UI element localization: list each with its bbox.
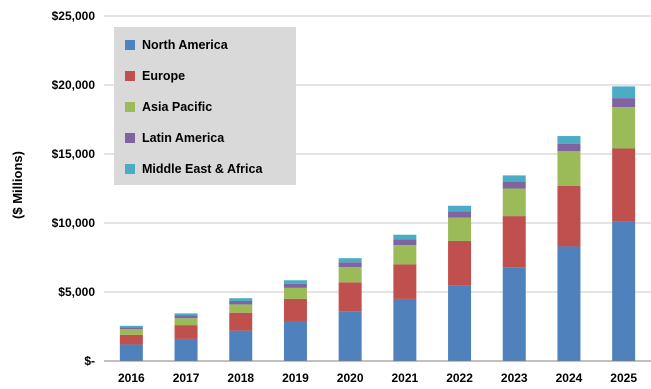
bar-segment-north-america-2021 xyxy=(393,298,417,361)
bar-segment-asia-pacific-2017 xyxy=(174,318,198,326)
bar-segment-north-america-2023 xyxy=(502,267,526,361)
bar-segment-latin-america-2023 xyxy=(502,181,526,189)
x-tick-label: 2023 xyxy=(501,371,528,385)
legend-swatch xyxy=(125,40,135,50)
bar-segment-asia-pacific-2016 xyxy=(119,329,143,335)
bar-segment-europe-2016 xyxy=(119,334,143,345)
y-tick-label: $25,000 xyxy=(52,9,96,23)
legend-background xyxy=(114,27,296,185)
y-tick-label: $20,000 xyxy=(52,78,96,92)
bar-segment-north-america-2022 xyxy=(448,285,472,361)
legend-label: Asia Pacific xyxy=(142,100,212,114)
y-axis-label: ($ Millions) xyxy=(10,151,25,219)
legend-label: North America xyxy=(142,38,229,52)
x-tick-label: 2022 xyxy=(446,371,473,385)
bar-segment-latin-america-2016 xyxy=(119,327,143,330)
bar-segment-latin-america-2018 xyxy=(229,300,253,305)
bar-segment-middle-east-africa-2025 xyxy=(612,86,636,99)
x-tick-label: 2024 xyxy=(556,371,583,385)
bar-segment-middle-east-africa-2022 xyxy=(448,205,472,212)
bar-segment-middle-east-africa-2019 xyxy=(283,280,307,284)
bar-segment-middle-east-africa-2018 xyxy=(229,298,253,301)
bar-segment-europe-2021 xyxy=(393,264,417,299)
bar-segment-north-america-2020 xyxy=(338,311,362,361)
bar-segment-north-america-2016 xyxy=(119,344,143,361)
x-axis-ticks: 2016 2017 2018 2019 2020 2021 2022 2023 2024 2025 xyxy=(118,371,637,385)
x-tick-label: 2017 xyxy=(173,371,200,385)
bar-segment-middle-east-africa-2020 xyxy=(338,258,362,263)
bar-segment-latin-america-2021 xyxy=(393,239,417,246)
bar-segment-middle-east-africa-2017 xyxy=(174,313,198,316)
x-tick-label: 2018 xyxy=(227,371,254,385)
y-tick-label: $15,000 xyxy=(52,147,96,161)
y-tick-label: $- xyxy=(84,354,95,368)
bar-segment-north-america-2017 xyxy=(174,338,198,361)
x-tick-label: 2019 xyxy=(282,371,309,385)
legend-swatch xyxy=(125,71,135,81)
bar-segment-europe-2020 xyxy=(338,282,362,312)
bar-segment-europe-2017 xyxy=(174,325,198,339)
bar-segment-europe-2024 xyxy=(557,185,581,247)
x-tick-label: 2020 xyxy=(337,371,364,385)
bar-segment-latin-america-2019 xyxy=(283,283,307,288)
legend-label: Middle East & Africa xyxy=(142,162,263,176)
bar-segment-europe-2019 xyxy=(283,298,307,321)
bar-segment-latin-america-2022 xyxy=(448,211,472,218)
bar-segment-asia-pacific-2019 xyxy=(283,287,307,299)
bar-segment-asia-pacific-2023 xyxy=(502,188,526,217)
bar-segment-europe-2018 xyxy=(229,312,253,331)
y-tick-label: $5,000 xyxy=(58,285,95,299)
bar-segment-latin-america-2024 xyxy=(557,143,581,152)
bar-segment-latin-america-2025 xyxy=(612,98,636,108)
bar-segment-middle-east-africa-2023 xyxy=(502,175,526,182)
bar-segment-europe-2022 xyxy=(448,240,472,286)
bar-segment-europe-2025 xyxy=(612,148,636,222)
bar-segment-north-america-2019 xyxy=(283,320,307,361)
legend-swatch xyxy=(125,102,135,112)
x-tick-label: 2016 xyxy=(118,371,145,385)
x-tick-label: 2025 xyxy=(610,371,637,385)
legend: North America Europe Asia Pacific Latin Ame… xyxy=(114,27,296,185)
bar-segment-asia-pacific-2020 xyxy=(338,267,362,283)
bar-segment-middle-east-africa-2024 xyxy=(557,136,581,144)
y-tick-label: $10,000 xyxy=(52,216,96,230)
legend-swatch xyxy=(125,133,135,143)
bar-segment-latin-america-2020 xyxy=(338,262,362,268)
bar-segment-asia-pacific-2024 xyxy=(557,151,581,186)
bar-segment-middle-east-africa-2021 xyxy=(393,234,417,240)
bar-segment-north-america-2025 xyxy=(612,221,636,361)
x-tick-label: 2021 xyxy=(391,371,418,385)
bar-segment-europe-2023 xyxy=(502,216,526,268)
legend-swatch xyxy=(125,164,135,174)
bar-segment-asia-pacific-2025 xyxy=(612,107,636,149)
bar-segment-asia-pacific-2018 xyxy=(229,304,253,313)
bar-segment-middle-east-africa-2016 xyxy=(119,325,143,328)
legend-label: Europe xyxy=(142,69,185,83)
y-axis-ticks: $- $5,000 $10,000 $15,000 $20,000 $25,000 xyxy=(52,9,96,368)
legend-label: Latin America xyxy=(142,131,225,145)
bar-segment-asia-pacific-2021 xyxy=(393,245,417,265)
bar-segment-latin-america-2017 xyxy=(174,315,198,319)
bar-segment-north-america-2018 xyxy=(229,330,253,361)
bar-segment-north-america-2024 xyxy=(557,246,581,361)
bar-segment-asia-pacific-2022 xyxy=(448,217,472,241)
bars xyxy=(119,86,636,361)
